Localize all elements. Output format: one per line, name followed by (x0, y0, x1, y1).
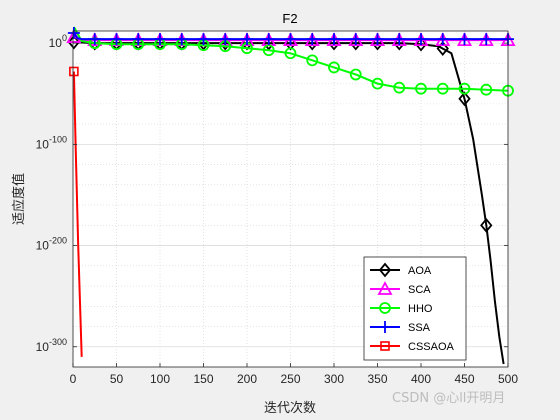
x-tick-label: 200 (237, 372, 257, 386)
marker-square (69, 66, 79, 77)
series-line (73, 26, 509, 92)
x-tick-label: 0 (70, 372, 77, 386)
marker-plus (371, 33, 384, 46)
marker-circle (379, 302, 391, 314)
legend-label: HHO (408, 303, 433, 315)
marker-square (380, 341, 390, 351)
marker-plus (415, 33, 427, 46)
marker-diamond (378, 262, 392, 278)
series-cssaoa (69, 66, 83, 357)
marker-circle (349, 68, 362, 81)
marker-diamond (458, 91, 471, 107)
x-tick-label: 150 (193, 372, 213, 386)
marker-plus (197, 33, 210, 46)
marker-plus (154, 33, 166, 46)
marker-plus (393, 33, 406, 46)
x-tick-label: 500 (498, 372, 518, 386)
series-ssa (67, 27, 514, 46)
marker-plus (306, 33, 319, 46)
legend: AOA SCA HHO SSA CSSAOA (363, 256, 467, 361)
marker-circle (306, 54, 319, 67)
legend-item-ssa: SSA (370, 321, 431, 334)
x-tick-label: 350 (367, 372, 387, 386)
legend-item-hho: HHO (370, 302, 433, 315)
marker-plus (328, 33, 340, 46)
series-line (72, 71, 83, 357)
marker-plus (175, 33, 188, 46)
marker-plus (110, 33, 123, 46)
x-tick-label: 300 (324, 372, 344, 386)
marker-diamond (480, 217, 493, 233)
marker-circle (262, 44, 275, 57)
y-tick-label: 10-200 (36, 236, 67, 253)
marker-plus (436, 33, 449, 46)
x-tick-label: 450 (454, 372, 474, 386)
marker-plus (262, 33, 275, 46)
x-tick-label: 50 (110, 372, 124, 386)
marker-plus (480, 33, 493, 46)
watermark-text: CSDN @心ll开明月 (392, 391, 505, 406)
chart-title: F2 (282, 11, 297, 26)
legend-label: CSSAOA (408, 341, 455, 353)
marker-circle (480, 83, 493, 96)
x-tick-label: 400 (411, 372, 431, 386)
legend-item-cssaoa: CSSAOA (370, 341, 455, 353)
marker-diamond (67, 34, 81, 50)
marker-diamond (436, 41, 449, 56)
y-tick-label: 10-100 (36, 134, 67, 151)
marker-plus (241, 33, 253, 46)
legend-item-aoa: AOA (370, 262, 432, 278)
marker-plus (88, 33, 101, 46)
y-tick-label: 100 (49, 33, 67, 50)
marker-plus (379, 321, 391, 333)
x-tick-label: 100 (150, 372, 170, 386)
marker-circle (328, 61, 340, 74)
y-tick-label: 10-300 (36, 337, 67, 354)
marker-plus (458, 33, 471, 46)
marker-circle (284, 47, 297, 60)
marker-diamond (414, 36, 428, 52)
marker-circle (371, 77, 384, 90)
x-axis-label: 迭代次数 (264, 400, 316, 416)
marker-plus (67, 27, 80, 40)
marker-circle (393, 81, 406, 94)
y-axis-label: 适应度值 (11, 173, 27, 225)
x-tick-label: 250 (280, 372, 300, 386)
legend-label: SSA (408, 322, 431, 334)
marker-circle (436, 82, 449, 95)
legend-item-sca: SCA (370, 281, 431, 296)
marker-plus (284, 33, 297, 46)
legend-label: SCA (408, 284, 431, 296)
marker-triangle (377, 281, 393, 295)
series-layer (66, 26, 516, 365)
marker-circle (458, 82, 471, 95)
marker-plus (219, 33, 232, 46)
marker-circle (415, 82, 427, 95)
marker-plus (132, 33, 145, 46)
legend-label: AOA (408, 265, 432, 277)
marker-plus (349, 33, 362, 46)
axis-layer: 100 10-100 10-200 10-300 0 50 100 150 200 250 300 3… (36, 33, 519, 386)
